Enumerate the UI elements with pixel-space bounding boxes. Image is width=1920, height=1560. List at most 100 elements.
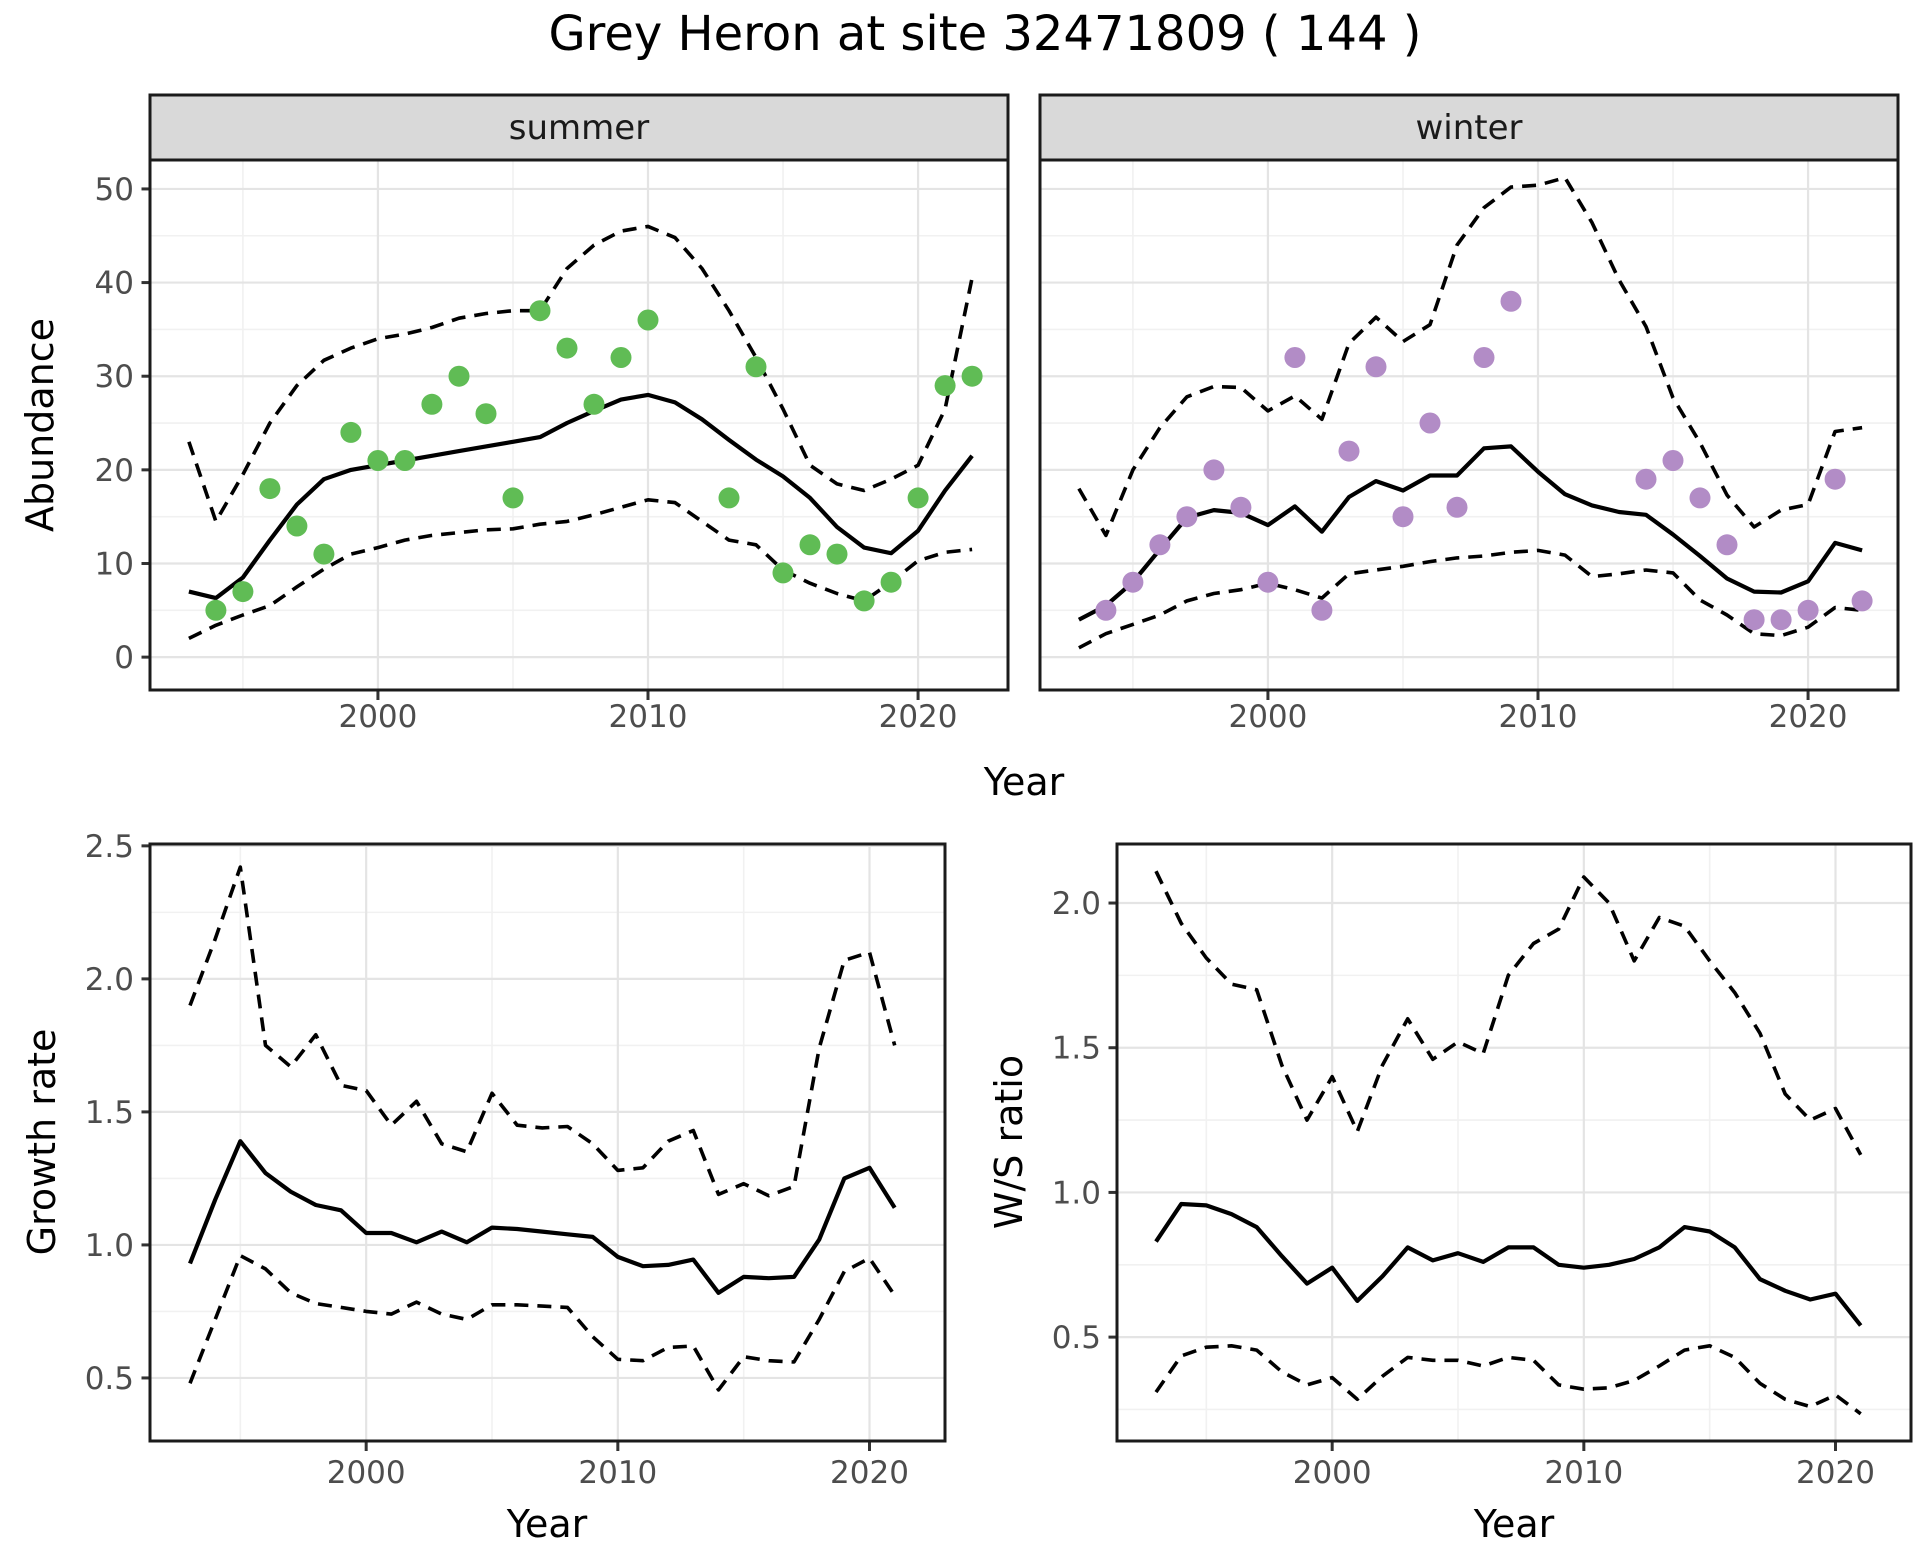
x-tick-label: 2010 [1544,1455,1623,1491]
data-point [799,534,821,556]
data-point [1176,506,1198,528]
data-point [529,300,551,322]
lower-ci-line [1078,548,1863,650]
facet-strip-label-winter: winter [1415,108,1523,148]
data-point [475,403,497,425]
y-tick-label: 1.0 [85,1228,134,1264]
data-point [610,347,632,368]
x-tick-label: 2000 [338,699,417,735]
x-tick-label: 2020 [1796,1455,1875,1491]
data-point [1716,534,1738,556]
y-tick-label: 10 [95,546,134,582]
y-tick-label: 30 [95,359,134,395]
data-point [1473,347,1495,368]
data-point [1203,459,1225,481]
x-axis-title-year-ws: Year [1473,1502,1555,1546]
data-point [772,562,794,584]
data-point [1689,487,1711,509]
y-axis-title-ws: W/S ratio [987,1054,1031,1230]
estimate-line [1077,444,1863,622]
data-point [232,581,254,603]
data-point [880,571,902,593]
panel-summer: 2000 2010 2020 0 10 20 30 40 50 [95,93,1010,735]
x-tick-label: 2020 [830,1455,909,1491]
data-point [1797,599,1819,621]
data-point [1743,609,1765,631]
data-point [1149,534,1171,556]
facet-strip [1038,93,1900,162]
y-tick-label: 2.0 [1052,886,1101,922]
y-tick-label: 50 [95,172,134,208]
data-point [826,543,848,565]
data-point [394,450,416,471]
data-point [637,309,659,331]
data-point [259,478,281,500]
data-point [1851,590,1873,612]
data-point [1770,609,1792,631]
data-point [1419,412,1441,434]
estimate-line [1154,1201,1863,1327]
estimate-line [188,1139,897,1295]
y-tick-label: 0 [114,640,134,676]
data-point [718,487,740,509]
data-point [1338,440,1360,462]
data-point [1446,496,1468,518]
lower-ci-line [1154,1344,1862,1416]
data-point [286,515,308,537]
y-axis-title-growth: Growth rate [20,1028,64,1256]
panel-w-s-ratio: 2000 2010 2020 0.5 1.0 1.5 2.0 [1052,842,1913,1491]
panel-background [150,844,945,1441]
y-axis-title-abundance: Abundance [18,317,62,533]
panel-growth-rate: 2000 2010 2020 0.5 1.0 1.5 2.0 2.5 [85,829,947,1491]
x-axis-title-year-top: Year [983,760,1065,804]
data-point [583,393,605,415]
upper-ci-line [1154,870,1863,1156]
data-point [1662,450,1684,471]
x-tick-label: 2010 [1499,699,1578,735]
estimate-line [188,392,974,601]
x-tick-label: 2000 [327,1455,406,1491]
y-tick-label: 1.0 [1052,1175,1101,1211]
data-point [448,365,470,387]
x-tick-label: 2000 [1228,699,1307,735]
y-tick-label: 2.0 [85,962,134,998]
data-point [502,487,524,509]
data-point [1500,290,1522,312]
upper-ci-line [187,224,974,524]
figure-title: Grey Heron at site 32471809 ( 144 ) [548,6,1422,62]
data-point [745,356,767,378]
x-tick-label: 2000 [1293,1455,1372,1491]
y-tick-label: 1.5 [1052,1031,1101,1067]
data-point [1230,496,1252,518]
data-point [205,599,227,621]
x-axis-title-year-growth: Year [506,1502,588,1546]
data-point [1095,599,1117,621]
data-point [934,375,956,397]
data-point [1635,468,1657,490]
panel-border [148,842,947,1443]
data-point [1257,571,1279,593]
y-tick-label: 20 [95,453,134,489]
data-point [556,337,578,359]
y-tick-label: 0.5 [85,1361,134,1397]
data-point [1122,571,1144,593]
panel-border [1115,842,1913,1443]
panel-background [1117,844,1911,1441]
panel-background [1040,160,1898,690]
x-tick-label: 2020 [879,699,958,735]
data-point [1824,468,1846,490]
x-tick-label: 2010 [609,699,688,735]
data-point [367,450,389,471]
data-point [907,487,929,509]
data-point [1311,599,1333,621]
upper-ci-line [188,865,897,1198]
lower-ci-line [188,1253,897,1392]
data-point [421,393,443,415]
lower-ci-line [188,498,973,641]
facet-strip [148,93,1010,162]
data-point [961,365,983,387]
panel-winter: 2000 2010 2020 [1038,93,1900,735]
data-point [340,421,362,443]
